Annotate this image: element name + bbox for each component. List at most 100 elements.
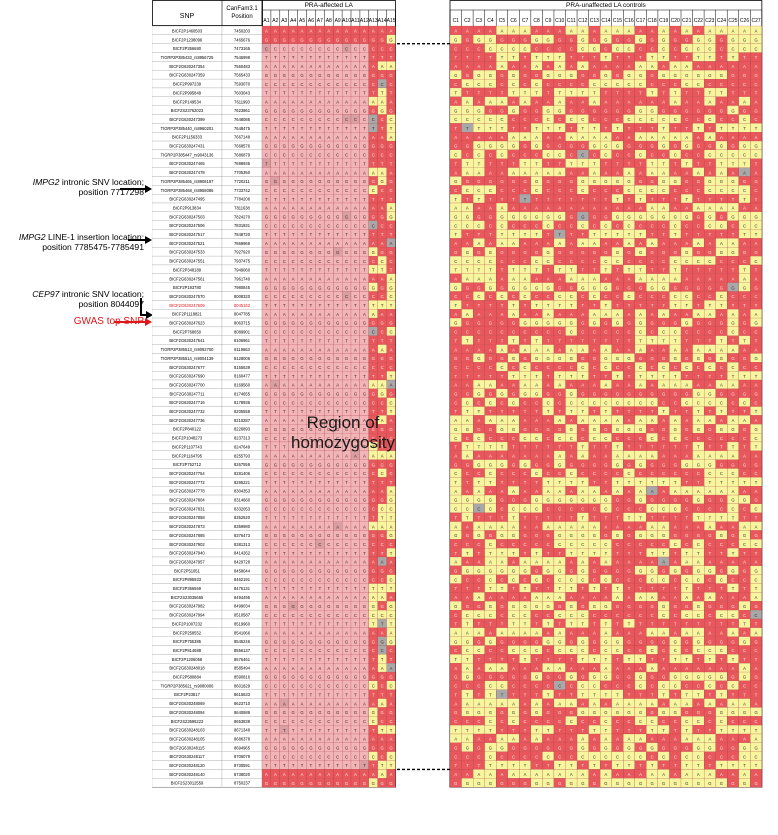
genotype-text: A	[720, 347, 723, 352]
genotype-text: A	[318, 312, 321, 317]
genotype-text: A	[662, 170, 665, 175]
genotype-text: T	[709, 303, 712, 308]
genotype-text: C	[512, 436, 515, 441]
genotype-text: T	[662, 303, 665, 308]
genotype-text: T	[292, 161, 295, 166]
genotype-text: T	[466, 268, 469, 273]
genotype-text: G	[372, 285, 375, 290]
genotype-text: A	[381, 64, 384, 69]
genotype-text: G	[265, 356, 268, 361]
genotype-text: C	[593, 259, 596, 264]
genotype-text: A	[466, 312, 469, 317]
genotype-text: A	[477, 383, 480, 388]
genotype-text: G	[454, 38, 457, 43]
genotype-text: T	[639, 303, 642, 308]
genotype-text: C	[604, 400, 607, 405]
snp-id: BICF2G630247465	[169, 161, 205, 166]
genotype-text: C	[309, 507, 312, 512]
genotype-text: C	[581, 330, 584, 335]
genotype-text: T	[720, 409, 723, 414]
genotype-text: A	[708, 489, 711, 494]
genotype-text: G	[318, 73, 321, 78]
genotype-text: T	[327, 374, 330, 379]
genotype-text: A	[372, 453, 375, 458]
genotype-text: T	[685, 338, 688, 343]
genotype-text: T	[593, 197, 596, 202]
snp-position: 8160477	[234, 374, 251, 379]
genotype-text: G	[697, 285, 700, 290]
genotype-text: G	[292, 356, 295, 361]
genotype-text: T	[512, 91, 515, 96]
genotype-text: T	[674, 161, 677, 166]
genotype-text: T	[697, 161, 700, 166]
genotype-text: A	[674, 135, 677, 140]
genotype-text: T	[336, 338, 339, 343]
genotype-text: T	[345, 338, 348, 343]
genotype-text: T	[283, 91, 286, 96]
genotype-text: C	[466, 153, 469, 158]
genotype-text: C	[318, 400, 321, 405]
genotype-text: G	[318, 321, 321, 326]
genotype-text: C	[720, 436, 723, 441]
genotype-text: T	[709, 126, 712, 131]
genotype-text: C	[628, 259, 631, 264]
genotype-text: G	[697, 356, 700, 361]
genotype-text: G	[593, 144, 596, 149]
genotype-text: T	[755, 445, 758, 450]
genotype-text: T	[336, 268, 339, 273]
genotype-text: A	[283, 241, 286, 246]
genotype-text: C	[639, 82, 642, 87]
genotype-text: G	[685, 462, 688, 467]
genotype-text: T	[582, 91, 585, 96]
genotype-text: A	[390, 170, 393, 175]
genotype-text: G	[318, 38, 321, 43]
genotype-text: T	[547, 374, 550, 379]
genotype-text: G	[570, 427, 573, 432]
genotype-text: C	[309, 330, 312, 335]
genotype-text: G	[627, 285, 630, 290]
genotype-text: A	[381, 206, 384, 211]
genotype-text: T	[628, 268, 631, 273]
genotype-text: A	[732, 347, 735, 352]
genotype-text: G	[283, 321, 286, 326]
genotype-text: C	[489, 436, 492, 441]
genotype-text: G	[477, 498, 480, 503]
snp-position: 7831931	[234, 223, 251, 228]
genotype-text: G	[300, 144, 303, 149]
genotype-text: C	[363, 507, 366, 512]
genotype-text: A	[372, 383, 375, 388]
genotype-text: G	[265, 392, 268, 397]
snp-position: 7698935	[234, 161, 251, 166]
genotype-text: T	[570, 445, 573, 450]
genotype-text: G	[523, 179, 526, 184]
snp-id: BICF2P1164795	[172, 453, 203, 458]
genotype-text: G	[639, 321, 642, 326]
genotype-text: A	[466, 276, 469, 281]
genotype-text: T	[697, 409, 700, 414]
genotype-text: T	[524, 161, 527, 166]
genotype-text: T	[547, 445, 550, 450]
genotype-text: C	[720, 153, 723, 158]
genotype-text: C	[292, 471, 295, 476]
genotype-text: T	[697, 91, 700, 96]
genotype-text: G	[274, 73, 277, 78]
genotype-text: A	[501, 64, 504, 69]
genotype-text: T	[292, 338, 295, 343]
genotype-text: T	[535, 374, 538, 379]
genotype-text: C	[616, 294, 619, 299]
genotype-text: A	[454, 453, 457, 458]
genotype-text: T	[697, 126, 700, 131]
genotype-text: G	[581, 73, 584, 78]
snp-id: BICF2G630247641	[169, 338, 205, 343]
genotype-text: T	[489, 480, 492, 485]
genotype-text: T	[582, 126, 585, 131]
genotype-text: C	[274, 507, 277, 512]
genotype-text: G	[309, 356, 312, 361]
genotype-text: A	[489, 489, 492, 494]
genotype-text: G	[570, 250, 573, 255]
snp-position: 7450203	[234, 28, 251, 33]
genotype-text: A	[512, 206, 515, 211]
genotype-text: G	[500, 73, 503, 78]
